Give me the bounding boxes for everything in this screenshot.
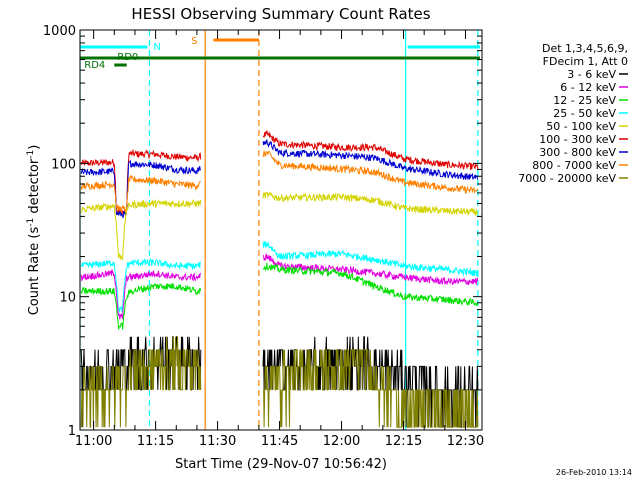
- footer-timestamp: 26-Feb-2010 13:14: [556, 468, 632, 477]
- y-tick-label: 100: [51, 157, 76, 172]
- legend-header-line: FDecim 1, Att 0: [543, 55, 628, 68]
- y-axis-label-sup1: -1: [26, 218, 36, 227]
- y-axis-ticks: 1 10 100 1000: [43, 24, 482, 439]
- y-axis-label: Count Rate (s-1 detector-1): [26, 145, 42, 316]
- legend-entry-label: 6 - 12 keV: [560, 81, 616, 94]
- legend-header-line: Det 1,3,4,5,6,9,: [542, 42, 628, 55]
- series-line-4: [80, 198, 202, 261]
- y-axis-label-mid: detector: [27, 158, 42, 218]
- series-line-3: [262, 150, 479, 195]
- flag-label-s: S: [191, 36, 197, 47]
- series-line-6: [80, 268, 201, 320]
- x-axis-ticks: 11:00 11:15 11:30 11:45 12:00 12:15 12:30: [75, 30, 484, 449]
- series-line-7: [80, 282, 202, 330]
- flag-label-rd0: RD0: [117, 52, 138, 63]
- series-line-5: [80, 257, 201, 313]
- series-line-6: [262, 253, 479, 286]
- x-tick-label: 12:15: [385, 434, 422, 449]
- series-line-1: [262, 129, 479, 170]
- series-line-2: [262, 139, 479, 180]
- x-tick-label: 11:00: [75, 434, 112, 449]
- legend-entry-label: 100 - 300 keV: [539, 133, 616, 146]
- x-tick-label: 11:45: [261, 434, 298, 449]
- legend-entry-label: 3 - 6 keV: [567, 68, 616, 81]
- legend-entry-label: 50 - 100 keV: [546, 120, 616, 133]
- legend: Det 1,3,4,5,6,9,FDecim 1, Att 03 - 6 keV…: [518, 42, 628, 185]
- x-tick-label: 12:30: [447, 434, 484, 449]
- series-line-5: [262, 240, 479, 277]
- legend-entry-label: 300 - 800 keV: [539, 146, 616, 159]
- legend-entry-label: 25 - 50 keV: [553, 107, 616, 120]
- series-line-1: [80, 148, 202, 216]
- series-line-2: [80, 159, 202, 219]
- x-tick-label: 11:30: [199, 434, 236, 449]
- y-axis-label-sup2: -1: [26, 150, 36, 159]
- flag-label-rd4: RD4: [84, 60, 105, 71]
- series-line-4: [262, 191, 479, 216]
- series-line-3: [80, 174, 201, 214]
- chart-title: HESSI Observing Summary Count Rates: [131, 5, 430, 23]
- series-lines: [80, 129, 479, 428]
- x-tick-label: 12:00: [323, 434, 360, 449]
- x-axis-label: Start Time (29-Nov-07 10:56:42): [175, 457, 387, 472]
- y-tick-label: 10: [59, 291, 76, 306]
- y-tick-label: 1000: [43, 24, 76, 39]
- legend-entry-label: 7000 - 20000 keV: [518, 172, 616, 185]
- y-axis-label-end: ): [27, 145, 42, 150]
- vertical-markers: [80, 30, 479, 430]
- y-axis-label-base: Count Rate (s: [27, 227, 42, 316]
- series-line-9: [263, 349, 479, 428]
- series-line-7: [262, 262, 479, 307]
- legend-entry-label: 12 - 25 keV: [553, 94, 616, 107]
- series-line-9: [80, 336, 202, 428]
- plot-frame: [79, 29, 483, 431]
- y-tick-label: 1: [68, 424, 76, 439]
- flag-bars: N S RD0 RD4: [80, 36, 480, 71]
- flag-label-n: N: [153, 42, 160, 53]
- x-tick-label: 11:15: [137, 434, 174, 449]
- legend-entry-label: 800 - 7000 keV: [532, 159, 616, 172]
